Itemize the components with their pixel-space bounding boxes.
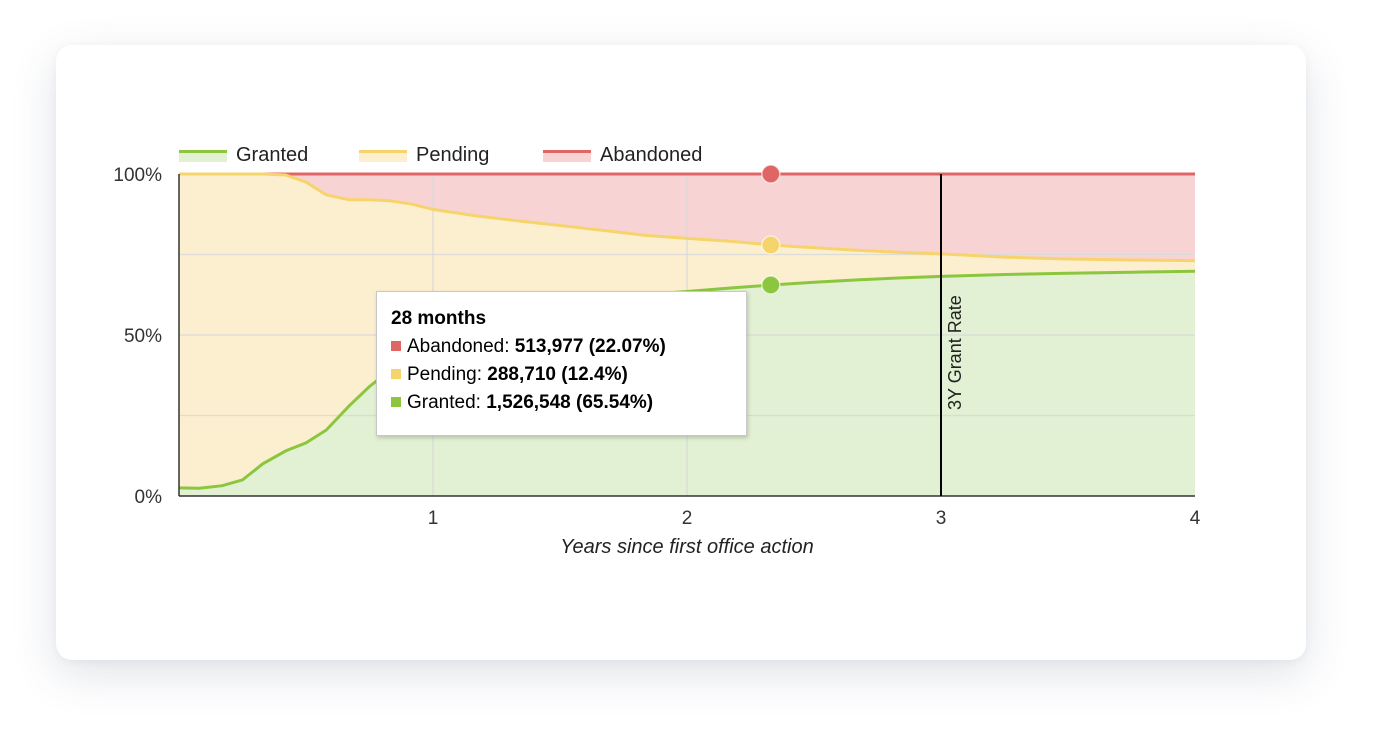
x-tick-label: 2 bbox=[682, 508, 693, 529]
y-tick-label: 0% bbox=[135, 487, 163, 508]
pending-swatch bbox=[391, 369, 401, 379]
legend-label-pending: Pending bbox=[416, 144, 489, 166]
hover-points-layer bbox=[761, 164, 781, 295]
y-tick-label: 50% bbox=[124, 326, 162, 347]
grant-rate-marker-label: 3Y Grant Rate bbox=[945, 295, 965, 410]
granted-swatch bbox=[391, 397, 401, 407]
tooltip-row-value: 513,977 (22.07%) bbox=[514, 336, 666, 357]
tooltip-row-pending: Pending: 288,710 (12.4%) bbox=[391, 361, 746, 389]
tooltip-row-value: 288,710 (12.4%) bbox=[487, 364, 628, 385]
legend-label-abandoned: Abandoned bbox=[600, 144, 702, 166]
legend-label-granted: Granted bbox=[236, 144, 308, 166]
tooltip-row-abandoned: Abandoned: 513,977 (22.07%) bbox=[391, 333, 746, 361]
axes-layer: 0% 50% 100% 1 2 3 4 bbox=[113, 165, 1200, 529]
tooltip-row-label: Pending: bbox=[407, 364, 488, 385]
hover-tooltip: 28 months Abandoned: 513,977 (22.07%) Pe… bbox=[376, 291, 747, 436]
pending-hover-point bbox=[761, 235, 781, 255]
grant-rate-marker: 3Y Grant Rate bbox=[940, 174, 965, 496]
tooltip-row-value: 1,526,548 (65.54%) bbox=[486, 392, 654, 413]
x-tick-label: 1 bbox=[428, 508, 439, 529]
tooltip-row-granted: Granted: 1,526,548 (65.54%) bbox=[391, 389, 746, 417]
abandoned-hover-point bbox=[761, 164, 781, 184]
legend: Granted Pending Abandoned bbox=[179, 144, 702, 166]
x-axis-title: Years since first office action bbox=[560, 536, 813, 558]
pending-line bbox=[179, 172, 1196, 263]
tooltip-row-label: Abandoned: bbox=[407, 336, 515, 357]
y-tick-label: 100% bbox=[113, 165, 162, 186]
abandoned-swatch bbox=[391, 341, 401, 351]
x-tick-label: 3 bbox=[936, 508, 947, 529]
tooltip-title: 28 months bbox=[391, 308, 487, 329]
tooltip-row-label: Granted: bbox=[407, 392, 487, 413]
x-tick-label: 4 bbox=[1190, 508, 1201, 529]
granted-hover-point bbox=[761, 275, 781, 295]
